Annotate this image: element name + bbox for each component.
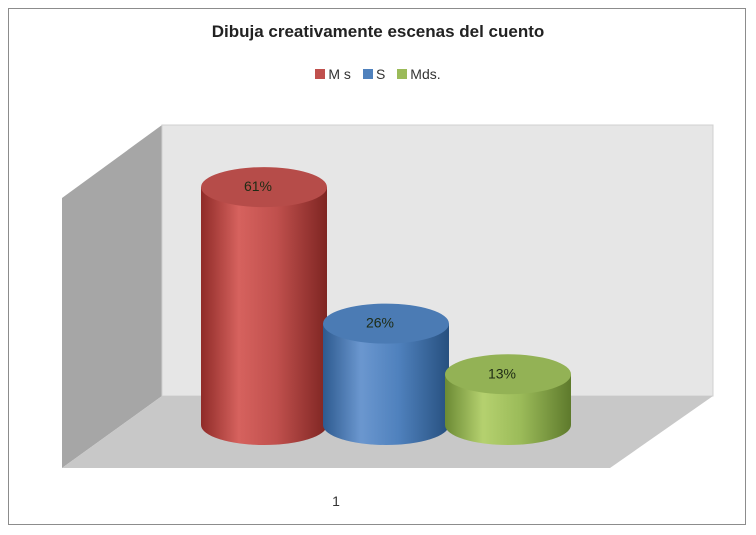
bar-m-s [201,187,327,445]
legend-swatch-s [362,69,373,79]
bar-s [323,323,449,445]
data-label-m-s: 61% [244,178,272,194]
bar-top-s [323,303,449,344]
bar-mds [445,374,571,445]
legend-label-m-s: M s [328,66,351,82]
legend-item-m-s: M s [315,66,351,82]
x-tick-label: 1 [332,493,340,509]
bar-top-m-s [201,167,327,208]
bar-top-mds [445,354,571,395]
legend-swatch-m-s [315,69,326,79]
legend-swatch-mds [397,69,408,79]
chart-legend: M s S Mds. [0,66,756,82]
legend-label-s: S [375,66,386,82]
chart-title: Dibuja creativamente escenas del cuento [211,22,545,41]
data-label-mds: 13% [488,365,516,381]
legend-label-mds: Mds. [410,66,441,82]
side-wall [62,125,162,468]
data-label-s: 26% [366,315,394,331]
legend-item-s: S [362,66,386,82]
legend-item-mds: Mds. [397,66,441,82]
bars-group: 61% 26% 13% [201,167,571,445]
